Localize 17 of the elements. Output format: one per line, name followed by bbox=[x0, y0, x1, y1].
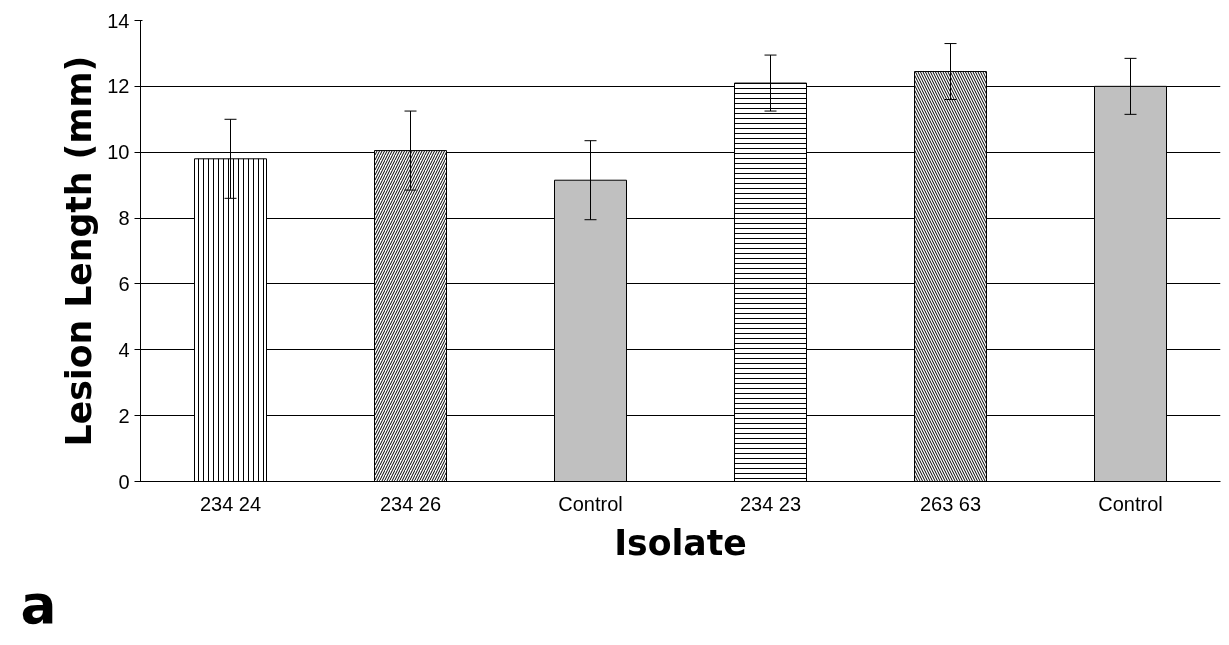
y-tick-label: 0 bbox=[118, 470, 130, 493]
y-tick-label: 10 bbox=[107, 141, 130, 164]
x-tick-label: 234 23 bbox=[739, 492, 802, 515]
x-axis-title: Isolate bbox=[614, 522, 747, 563]
text: a bbox=[20, 572, 57, 636]
x-tick-label: Control bbox=[1098, 492, 1163, 515]
y-tick-label: 2 bbox=[118, 404, 130, 427]
y-tick-label: 14 bbox=[107, 9, 130, 32]
y-tick-label: 8 bbox=[118, 207, 130, 230]
y-tick-label: 12 bbox=[107, 75, 130, 98]
y-tick-label: 4 bbox=[118, 338, 130, 361]
y-axis-title: Lesion Length (mm) bbox=[59, 55, 100, 447]
x-tick-label: 234 26 bbox=[379, 492, 442, 515]
x-tick-label: 234 24 bbox=[199, 492, 262, 515]
x-tick-label: 263 63 bbox=[919, 492, 982, 515]
x-tick-label: Control bbox=[558, 492, 623, 515]
y-tick-label: 6 bbox=[118, 272, 130, 295]
